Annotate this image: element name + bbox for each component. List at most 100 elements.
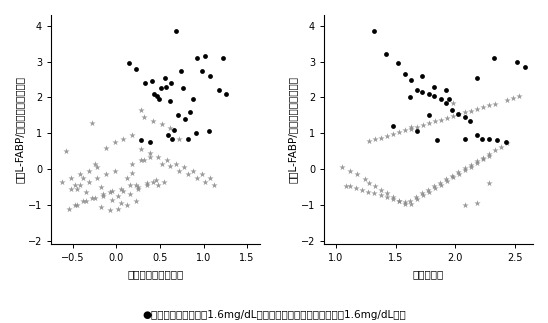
Point bbox=[460, 115, 469, 120]
Point bbox=[148, 79, 157, 84]
Point bbox=[172, 28, 180, 34]
Point bbox=[157, 161, 166, 166]
Point bbox=[105, 190, 114, 195]
Point bbox=[145, 151, 154, 156]
Point bbox=[484, 103, 493, 108]
Point bbox=[88, 195, 96, 200]
Point bbox=[413, 196, 421, 202]
Point bbox=[436, 180, 444, 185]
Point bbox=[128, 170, 136, 175]
Point bbox=[449, 175, 458, 180]
Point bbox=[466, 164, 475, 169]
Point bbox=[163, 132, 172, 138]
Point bbox=[84, 179, 93, 184]
Point bbox=[430, 184, 438, 189]
Point bbox=[108, 197, 117, 202]
Point bbox=[157, 122, 166, 127]
Text: ●血清クレアチニンが1.6mg/dL以上、　＊血清クレアチニンが1.6mg/dL未満: ●血清クレアチニンが1.6mg/dL以上、 ＊血清クレアチニンが1.6mg/dL… bbox=[142, 310, 406, 320]
Point bbox=[341, 184, 350, 189]
Point bbox=[442, 88, 450, 93]
Point bbox=[79, 175, 88, 181]
Point bbox=[395, 198, 404, 203]
Point bbox=[218, 56, 227, 61]
Point bbox=[140, 115, 149, 120]
Point bbox=[73, 186, 82, 192]
Point bbox=[96, 184, 105, 190]
Point bbox=[352, 185, 361, 191]
Point bbox=[131, 182, 140, 188]
Point bbox=[185, 109, 194, 114]
Point bbox=[160, 179, 169, 184]
Point bbox=[353, 172, 362, 177]
Point bbox=[430, 84, 438, 89]
Point bbox=[413, 88, 421, 93]
Point bbox=[477, 136, 486, 141]
Point bbox=[472, 161, 481, 166]
Point bbox=[346, 168, 355, 173]
Point bbox=[418, 191, 426, 196]
Point bbox=[389, 196, 398, 202]
Point bbox=[76, 172, 84, 177]
Point bbox=[105, 208, 114, 213]
Point bbox=[101, 172, 110, 177]
Point bbox=[166, 125, 175, 130]
Point bbox=[192, 175, 201, 181]
Point bbox=[197, 172, 206, 177]
Point bbox=[150, 91, 158, 97]
X-axis label: 尿素窒素値: 尿素窒素値 bbox=[413, 269, 444, 279]
Point bbox=[174, 113, 182, 118]
Point bbox=[189, 168, 197, 173]
Point bbox=[145, 154, 154, 159]
Point bbox=[119, 136, 128, 141]
Point bbox=[172, 161, 180, 166]
Point bbox=[67, 175, 76, 181]
Point bbox=[140, 158, 149, 163]
Point bbox=[206, 73, 215, 78]
Point bbox=[189, 97, 197, 102]
Point bbox=[393, 61, 402, 66]
Point bbox=[93, 175, 102, 181]
Point bbox=[433, 138, 442, 143]
Point bbox=[64, 206, 73, 211]
Point bbox=[128, 132, 136, 138]
Point bbox=[114, 193, 123, 199]
Point bbox=[484, 136, 493, 141]
Point bbox=[101, 145, 110, 150]
Point bbox=[447, 173, 456, 178]
Point bbox=[513, 59, 522, 64]
Point bbox=[178, 86, 187, 91]
Point bbox=[365, 180, 374, 185]
Point bbox=[443, 178, 452, 183]
Point bbox=[503, 141, 511, 146]
Point bbox=[153, 93, 162, 98]
Point bbox=[365, 139, 374, 144]
Point bbox=[116, 201, 125, 206]
Point bbox=[437, 117, 446, 122]
Point bbox=[110, 140, 119, 145]
Point bbox=[442, 177, 450, 182]
Point bbox=[472, 75, 481, 80]
Point bbox=[449, 100, 458, 105]
Point bbox=[460, 166, 469, 171]
Point bbox=[472, 159, 481, 164]
Point bbox=[383, 191, 392, 196]
Point bbox=[406, 95, 414, 100]
Point bbox=[358, 187, 367, 193]
Point bbox=[377, 135, 386, 140]
Point bbox=[131, 199, 140, 204]
Point bbox=[437, 97, 446, 102]
Point bbox=[134, 184, 142, 190]
Point bbox=[124, 61, 133, 66]
Point bbox=[520, 64, 529, 69]
Point bbox=[407, 126, 415, 131]
Point bbox=[496, 144, 505, 150]
Point bbox=[413, 124, 421, 130]
Point bbox=[175, 168, 184, 173]
Point bbox=[383, 133, 392, 138]
Point bbox=[136, 147, 145, 152]
Point bbox=[371, 184, 380, 189]
Point bbox=[167, 80, 176, 86]
Point bbox=[123, 202, 132, 207]
Point bbox=[472, 132, 481, 138]
Point bbox=[162, 84, 170, 89]
